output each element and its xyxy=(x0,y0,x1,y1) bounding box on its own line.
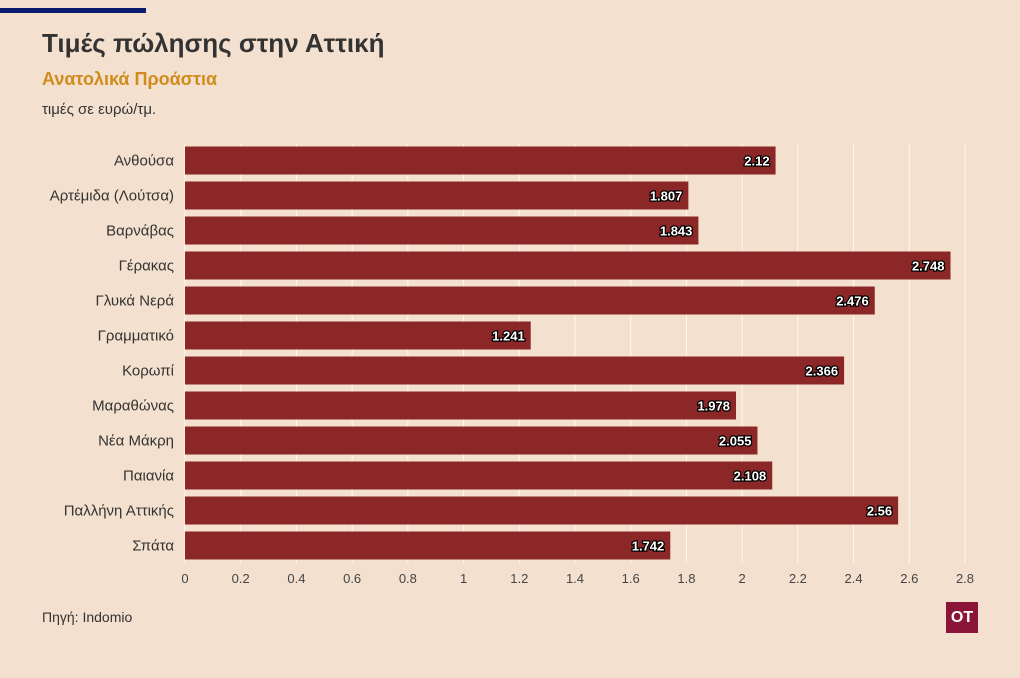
category-label: Παλλήνη Αττικής xyxy=(64,503,174,520)
x-tick-label: 1 xyxy=(460,571,467,586)
category-label: Ανθούσα xyxy=(114,153,174,170)
bar xyxy=(185,321,531,350)
bar xyxy=(185,531,671,560)
ot-logo: OT xyxy=(946,602,978,633)
value-label: 1.807 xyxy=(650,189,683,204)
category-label: Γέρακας xyxy=(119,258,174,275)
source-note: Πηγή: Indomio xyxy=(42,609,133,625)
bar xyxy=(185,286,875,315)
bar xyxy=(185,251,951,280)
category-label: Γλυκά Νερά xyxy=(96,293,175,310)
value-label: 2.748 xyxy=(912,259,945,274)
bar xyxy=(185,461,773,490)
x-tick-label: 2 xyxy=(739,571,746,586)
category-label: Μαραθώνας xyxy=(92,398,174,415)
x-tick-label: 2.4 xyxy=(845,571,863,586)
category-label: Σπάτα xyxy=(132,538,174,555)
category-label: Παιανία xyxy=(123,468,174,485)
bar xyxy=(185,146,776,175)
bar xyxy=(185,426,758,455)
x-tick-label: 1.8 xyxy=(677,571,695,586)
value-label: 1.241 xyxy=(492,329,525,344)
x-tick-label: 2.8 xyxy=(956,571,974,586)
bar xyxy=(185,391,737,420)
value-label: 2.56 xyxy=(867,504,892,519)
bar xyxy=(185,356,845,385)
chart-subtitle: Ανατολικά Προάστια xyxy=(42,69,218,89)
x-tick-label: 0.2 xyxy=(232,571,250,586)
x-tick-label: 1.2 xyxy=(510,571,528,586)
value-label: 2.055 xyxy=(719,434,752,449)
category-label: Βαρνάβας xyxy=(106,223,174,240)
accent-bar xyxy=(0,8,146,13)
unit-note: τιμές σε ευρώ/τμ. xyxy=(42,101,157,118)
value-label: 2.12 xyxy=(744,154,769,169)
x-tick-label: 0.6 xyxy=(343,571,361,586)
value-label: 2.108 xyxy=(734,469,767,484)
x-tick-label: 0 xyxy=(181,571,188,586)
category-label: Γραμματικό xyxy=(98,328,174,345)
bar xyxy=(185,496,899,525)
category-label: Κορωπί xyxy=(122,363,175,380)
value-label: 2.366 xyxy=(806,364,839,379)
x-tick-label: 2.6 xyxy=(900,571,918,586)
x-tick-label: 1.6 xyxy=(622,571,640,586)
bar xyxy=(185,181,689,210)
x-tick-label: 0.4 xyxy=(287,571,305,586)
category-label: Νέα Μάκρη xyxy=(98,433,174,450)
value-label: 1.843 xyxy=(660,224,693,239)
x-tick-label: 2.2 xyxy=(789,571,807,586)
x-tick-label: 0.8 xyxy=(399,571,417,586)
value-label: 1.742 xyxy=(632,539,665,554)
category-label: Αρτέμιδα (Λούτσα) xyxy=(50,188,174,205)
value-label: 1.978 xyxy=(697,399,730,414)
x-tick-label: 1.4 xyxy=(566,571,584,586)
value-label: 2.476 xyxy=(836,294,869,309)
chart-title: Τιμές πώλησης στην Αττική xyxy=(42,28,385,58)
bar xyxy=(185,216,699,245)
